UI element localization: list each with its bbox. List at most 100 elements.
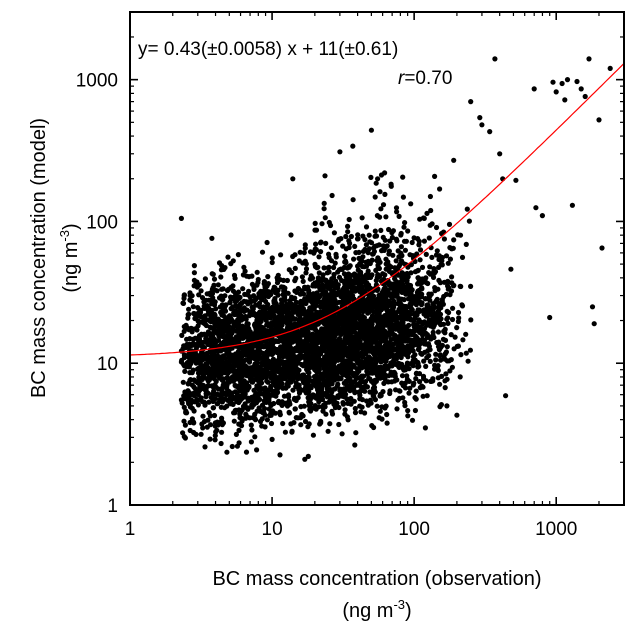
data-point <box>366 246 372 252</box>
data-point <box>307 249 314 255</box>
data-point <box>355 263 361 269</box>
data-point <box>371 387 377 393</box>
data-point <box>413 388 419 394</box>
data-point <box>288 232 294 238</box>
data-point <box>375 313 382 319</box>
data-point <box>402 310 409 316</box>
data-point <box>367 343 373 349</box>
data-point <box>228 331 234 337</box>
plot-frame <box>129 11 625 506</box>
data-point <box>181 418 187 424</box>
data-point <box>426 270 432 276</box>
data-point <box>437 280 443 286</box>
data-point <box>229 336 235 342</box>
data-point <box>363 242 369 248</box>
data-point <box>232 321 238 327</box>
data-point <box>533 205 539 211</box>
data-point <box>553 89 559 95</box>
data-point <box>267 401 274 407</box>
data-point <box>219 312 225 318</box>
data-point <box>241 298 247 304</box>
data-point <box>374 287 380 293</box>
data-point <box>303 352 309 359</box>
data-point <box>315 278 321 285</box>
data-point <box>331 304 337 310</box>
data-point <box>345 417 351 423</box>
data-point <box>284 305 290 311</box>
data-point <box>386 323 393 329</box>
data-point <box>252 434 258 440</box>
data-point <box>424 210 430 216</box>
data-point <box>348 233 354 240</box>
data-point <box>305 453 311 459</box>
data-point <box>205 331 211 337</box>
data-point <box>252 324 258 330</box>
data-point <box>340 243 346 249</box>
data-point <box>277 360 283 366</box>
data-point <box>199 332 205 338</box>
data-point <box>192 378 198 384</box>
data-point <box>296 322 302 328</box>
data-point <box>370 251 376 257</box>
data-point <box>208 369 214 375</box>
data-point <box>430 306 436 312</box>
data-point <box>354 382 360 388</box>
data-point <box>178 397 184 403</box>
data-point <box>388 342 394 348</box>
data-point <box>429 254 435 260</box>
data-point <box>314 290 320 296</box>
data-point <box>181 434 187 440</box>
data-point <box>324 321 330 327</box>
data-point <box>307 383 313 389</box>
data-point <box>353 278 359 284</box>
data-point <box>277 452 283 458</box>
data-point <box>387 349 393 355</box>
data-point <box>219 399 225 405</box>
data-point <box>250 395 256 401</box>
data-point <box>455 309 462 316</box>
data-point <box>275 287 281 293</box>
data-point <box>213 384 219 390</box>
data-point <box>564 77 571 83</box>
data-point <box>291 304 297 310</box>
data-point <box>411 360 417 366</box>
data-point <box>347 379 353 385</box>
data-point <box>303 286 309 292</box>
data-point <box>191 263 197 269</box>
data-point <box>388 181 394 187</box>
data-point <box>271 313 277 319</box>
data-point <box>459 302 465 308</box>
data-point <box>305 395 311 401</box>
data-point <box>326 251 332 257</box>
data-point <box>256 354 262 360</box>
data-point <box>208 394 214 401</box>
data-point <box>398 244 404 250</box>
data-point <box>316 270 322 276</box>
data-point <box>379 317 385 323</box>
data-point <box>421 278 427 284</box>
data-point <box>349 329 355 335</box>
data-point <box>479 122 485 128</box>
data-point <box>311 313 317 319</box>
data-point <box>259 369 265 375</box>
data-point <box>289 428 295 434</box>
data-point <box>406 350 412 356</box>
data-point <box>362 350 368 357</box>
data-point <box>382 191 388 197</box>
data-point <box>238 344 244 350</box>
data-point <box>416 279 422 285</box>
data-point <box>436 314 442 320</box>
data-point <box>427 222 433 228</box>
data-point <box>497 151 503 157</box>
data-point <box>294 375 300 381</box>
data-point <box>256 386 262 392</box>
data-point <box>243 411 249 417</box>
data-point <box>304 345 310 351</box>
data-point <box>309 306 315 313</box>
data-point <box>423 363 429 369</box>
data-point <box>413 376 419 382</box>
data-point <box>343 246 349 252</box>
data-point <box>405 413 411 419</box>
data-point <box>391 347 397 353</box>
data-point <box>292 265 298 271</box>
